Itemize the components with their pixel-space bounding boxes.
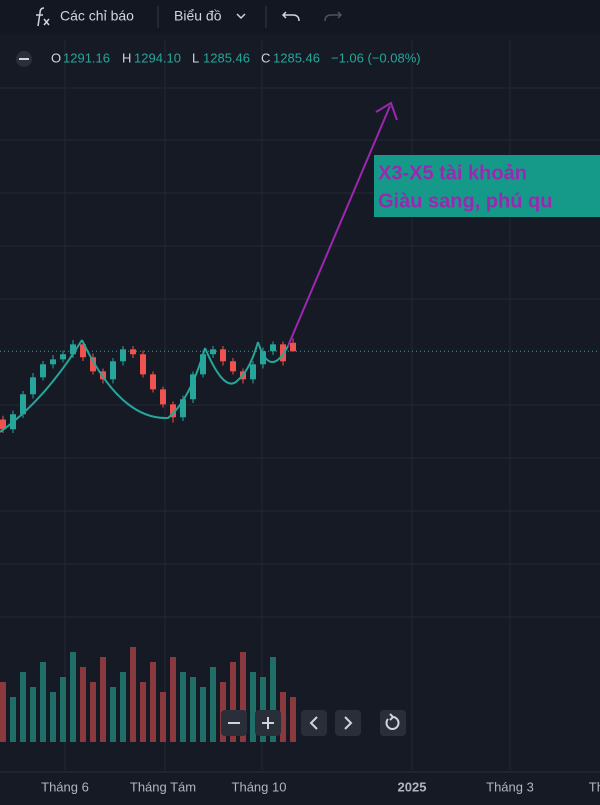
candle-body: [180, 399, 186, 418]
candle-body: [70, 344, 76, 355]
candle-body: [90, 357, 96, 372]
volume-bar: [250, 672, 256, 742]
candle-body: [250, 364, 256, 380]
volume-bar: [70, 652, 76, 742]
legend-label: H: [122, 50, 131, 65]
dropdown-icon[interactable]: [236, 13, 246, 20]
zoom-controls: [221, 710, 406, 736]
time-label: Tháng Tám: [130, 779, 196, 794]
time-label: Tháng 3: [486, 779, 534, 794]
volume-bar: [230, 662, 236, 742]
candle-body: [40, 364, 46, 378]
left-icon: [309, 716, 318, 730]
time-label: Tháng 6: [41, 779, 89, 794]
candle-body: [200, 354, 206, 375]
indicators-button[interactable]: Các chỉ báo: [60, 8, 134, 24]
legend-label: C: [261, 50, 270, 65]
redo[interactable]: [324, 11, 343, 22]
volume-bar: [110, 687, 116, 742]
candle-body: [220, 349, 226, 362]
volume-bar: [160, 692, 166, 742]
candle-body: [110, 361, 116, 380]
candle-body: [140, 354, 146, 375]
chart-menu[interactable]: Biểu đồ: [174, 8, 222, 24]
volume-bar: [50, 692, 56, 742]
candle-body: [170, 404, 176, 418]
candle-body: [20, 394, 26, 415]
candle-body: [150, 374, 156, 390]
annotation-text: X3-X5 tài khoản: [378, 162, 527, 184]
toolbar: [0, 0, 600, 34]
candle-body: [30, 377, 36, 395]
grid: [0, 40, 600, 770]
volume-bar: [90, 682, 96, 742]
legend-label: O: [51, 50, 61, 65]
candle-body: [0, 419, 6, 430]
volume-bar: [40, 662, 46, 742]
candle-body: [270, 344, 276, 352]
volume-bar: [120, 672, 126, 742]
candle-body: [260, 351, 266, 365]
volume-bar: [290, 697, 296, 742]
volume-bar: [210, 667, 216, 742]
candle-body: [60, 354, 66, 360]
legend-label: L: [192, 50, 199, 65]
volume-bar: [130, 647, 136, 742]
legend-change: −1.06 (−0.08%): [331, 50, 421, 65]
legend-value: 1291.16: [63, 50, 110, 65]
volume-bar: [150, 662, 156, 742]
time-label: Thá: [589, 779, 600, 794]
volume-bar: [200, 687, 206, 742]
scroll-right[interactable]: [335, 710, 361, 736]
volume-bar: [280, 692, 286, 742]
time-label: 2025: [398, 779, 427, 794]
legend-value: 1285.46: [273, 50, 320, 65]
legend-value: 1285.46: [203, 50, 250, 65]
time-label: Tháng 10: [232, 779, 287, 794]
annotation-text: Giàu sang, phú qu: [378, 190, 552, 212]
time-axis: [0, 772, 600, 800]
collapse-icon: [19, 58, 29, 60]
volume-bar: [60, 677, 66, 742]
annotation-box: [374, 155, 600, 217]
undo[interactable]: [281, 11, 300, 22]
candle-body: [210, 349, 216, 355]
volume-bar: [260, 677, 266, 742]
volume-bar: [20, 672, 26, 742]
volume-bar: [240, 652, 246, 742]
candle-body: [130, 349, 136, 355]
volume-bar: [80, 667, 86, 742]
candle-body: [120, 349, 126, 362]
volume-bar: [30, 687, 36, 742]
fx-icon[interactable]: [36, 7, 50, 27]
candle-body: [50, 359, 56, 365]
volume-bar: [190, 677, 196, 742]
candle-body: [80, 344, 86, 358]
zoom-in-icon: [262, 717, 274, 729]
scroll-left[interactable]: [301, 710, 327, 736]
plot: [0, 338, 600, 742]
volume-bar: [170, 657, 176, 742]
candle-body: [230, 361, 236, 372]
volume-bar: [180, 672, 186, 742]
volume-bar: [270, 657, 276, 742]
candle-body: [160, 389, 166, 405]
cup-drawing: [0, 339, 289, 433]
volume-bar: [100, 657, 106, 742]
volume-bar: [10, 697, 16, 742]
volume-bar: [0, 682, 6, 742]
candle-body: [290, 342, 296, 352]
right-icon: [344, 716, 353, 730]
legend-value: 1294.10: [134, 50, 181, 65]
candle-body: [190, 374, 196, 400]
reset[interactable]: [380, 710, 406, 736]
reset-icon: [385, 713, 400, 730]
volume-bar: [140, 682, 146, 742]
arrow-drawing: [287, 101, 398, 347]
